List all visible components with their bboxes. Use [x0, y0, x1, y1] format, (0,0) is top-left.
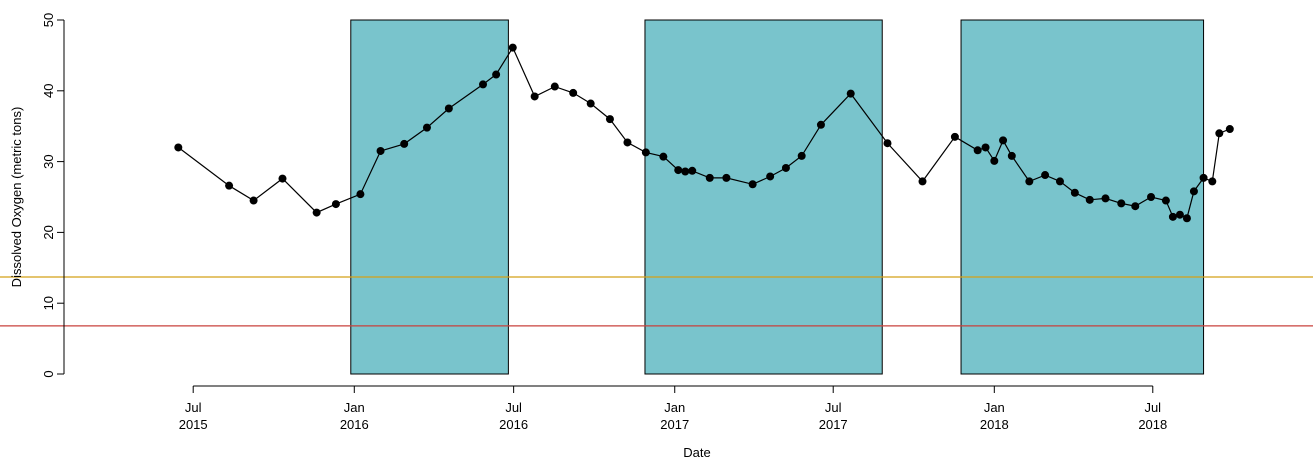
data-point: [950, 132, 959, 141]
y-tick-label: 0: [41, 370, 56, 377]
x-tick-label-year: 2015: [179, 417, 208, 432]
data-point: [312, 208, 321, 217]
data-point: [705, 173, 714, 182]
data-point: [492, 70, 501, 79]
x-tick-label-month: Jul: [505, 400, 522, 415]
x-tick-label-year: 2018: [980, 417, 1009, 432]
data-point: [1215, 129, 1224, 138]
data-point: [400, 139, 409, 148]
data-point: [883, 139, 892, 148]
data-point: [508, 43, 517, 52]
x-tick-label-year: 2017: [660, 417, 689, 432]
y-tick-label: 20: [41, 225, 56, 239]
data-point: [659, 152, 668, 161]
data-point: [797, 151, 806, 160]
data-point: [1175, 210, 1184, 219]
data-point: [990, 156, 999, 165]
data-point: [681, 167, 690, 176]
shaded-period-2: [644, 19, 883, 375]
data-point: [641, 148, 650, 157]
y-axis: 0 10 20 30 40 50: [41, 13, 65, 378]
data-point: [1041, 171, 1050, 180]
data-point: [766, 172, 775, 181]
data-point: [422, 123, 431, 132]
data-point: [376, 146, 385, 155]
data-point: [1208, 177, 1217, 186]
shaded-period-1: [350, 19, 509, 375]
data-point: [569, 88, 578, 97]
data-point: [331, 200, 340, 209]
x-tick-label-month: Jan: [984, 400, 1005, 415]
x-tick-label-year: 2018: [1138, 417, 1167, 432]
x-tick-label-year: 2016: [340, 417, 369, 432]
data-point: [605, 115, 614, 124]
data-point: [973, 146, 982, 155]
x-axis: Jul 2015 Jan 2016 Jul 2016 Jan 2017 Jul 2017 Jan 20…: [179, 385, 1167, 432]
data-point: [1055, 177, 1064, 186]
x-tick-label-month: Jul: [825, 400, 842, 415]
data-point: [981, 143, 990, 152]
data-point: [444, 104, 453, 113]
data-point: [225, 181, 234, 190]
data-point: [1117, 199, 1126, 208]
data-point: [1007, 151, 1016, 160]
data-point: [530, 92, 539, 101]
x-tick-label-year: 2017: [819, 417, 848, 432]
x-tick-label-month: Jul: [1144, 400, 1161, 415]
y-tick-label: 50: [41, 13, 56, 27]
data-point: [748, 180, 757, 189]
data-point: [1101, 194, 1110, 203]
data-point: [1225, 125, 1234, 134]
data-point: [1147, 193, 1156, 201]
data-point: [1161, 196, 1170, 205]
data-point: [1070, 188, 1079, 197]
y-axis-title: Dissolved Oxygen (metric tons): [9, 107, 24, 288]
data-point: [278, 174, 287, 183]
data-point: [1168, 212, 1177, 221]
data-point: [550, 82, 559, 91]
data-point: [1131, 202, 1140, 211]
data-point: [1199, 173, 1208, 182]
data-point: [1025, 177, 1034, 186]
y-tick-label: 30: [41, 154, 56, 168]
shaded-period-3: [960, 19, 1205, 375]
x-tick-label-year: 2016: [499, 417, 528, 432]
data-point: [1182, 214, 1191, 223]
data-point: [846, 89, 855, 98]
data-point: [174, 143, 183, 152]
data-point: [478, 80, 487, 89]
reference-lines: [0, 276, 1313, 327]
data-point: [586, 99, 595, 108]
data-point: [1085, 195, 1094, 204]
data-point: [781, 163, 790, 172]
data-point: [623, 138, 632, 147]
shaded-periods: [350, 19, 1205, 375]
data-point: [816, 120, 825, 129]
x-tick-label-month: Jan: [664, 400, 685, 415]
data-point: [999, 136, 1008, 145]
data-point: [1189, 187, 1198, 196]
x-tick-label-month: Jan: [344, 400, 365, 415]
y-tick-label: 10: [41, 296, 56, 310]
x-tick-label-month: Jul: [185, 400, 202, 415]
data-point: [249, 196, 258, 205]
data-point: [674, 166, 683, 175]
data-point: [356, 190, 365, 199]
data-point: [688, 166, 697, 175]
y-tick-label: 40: [41, 84, 56, 98]
series: [174, 43, 1234, 223]
x-axis-title: Date: [683, 445, 710, 460]
data-point: [918, 177, 927, 186]
data-point: [722, 173, 731, 182]
